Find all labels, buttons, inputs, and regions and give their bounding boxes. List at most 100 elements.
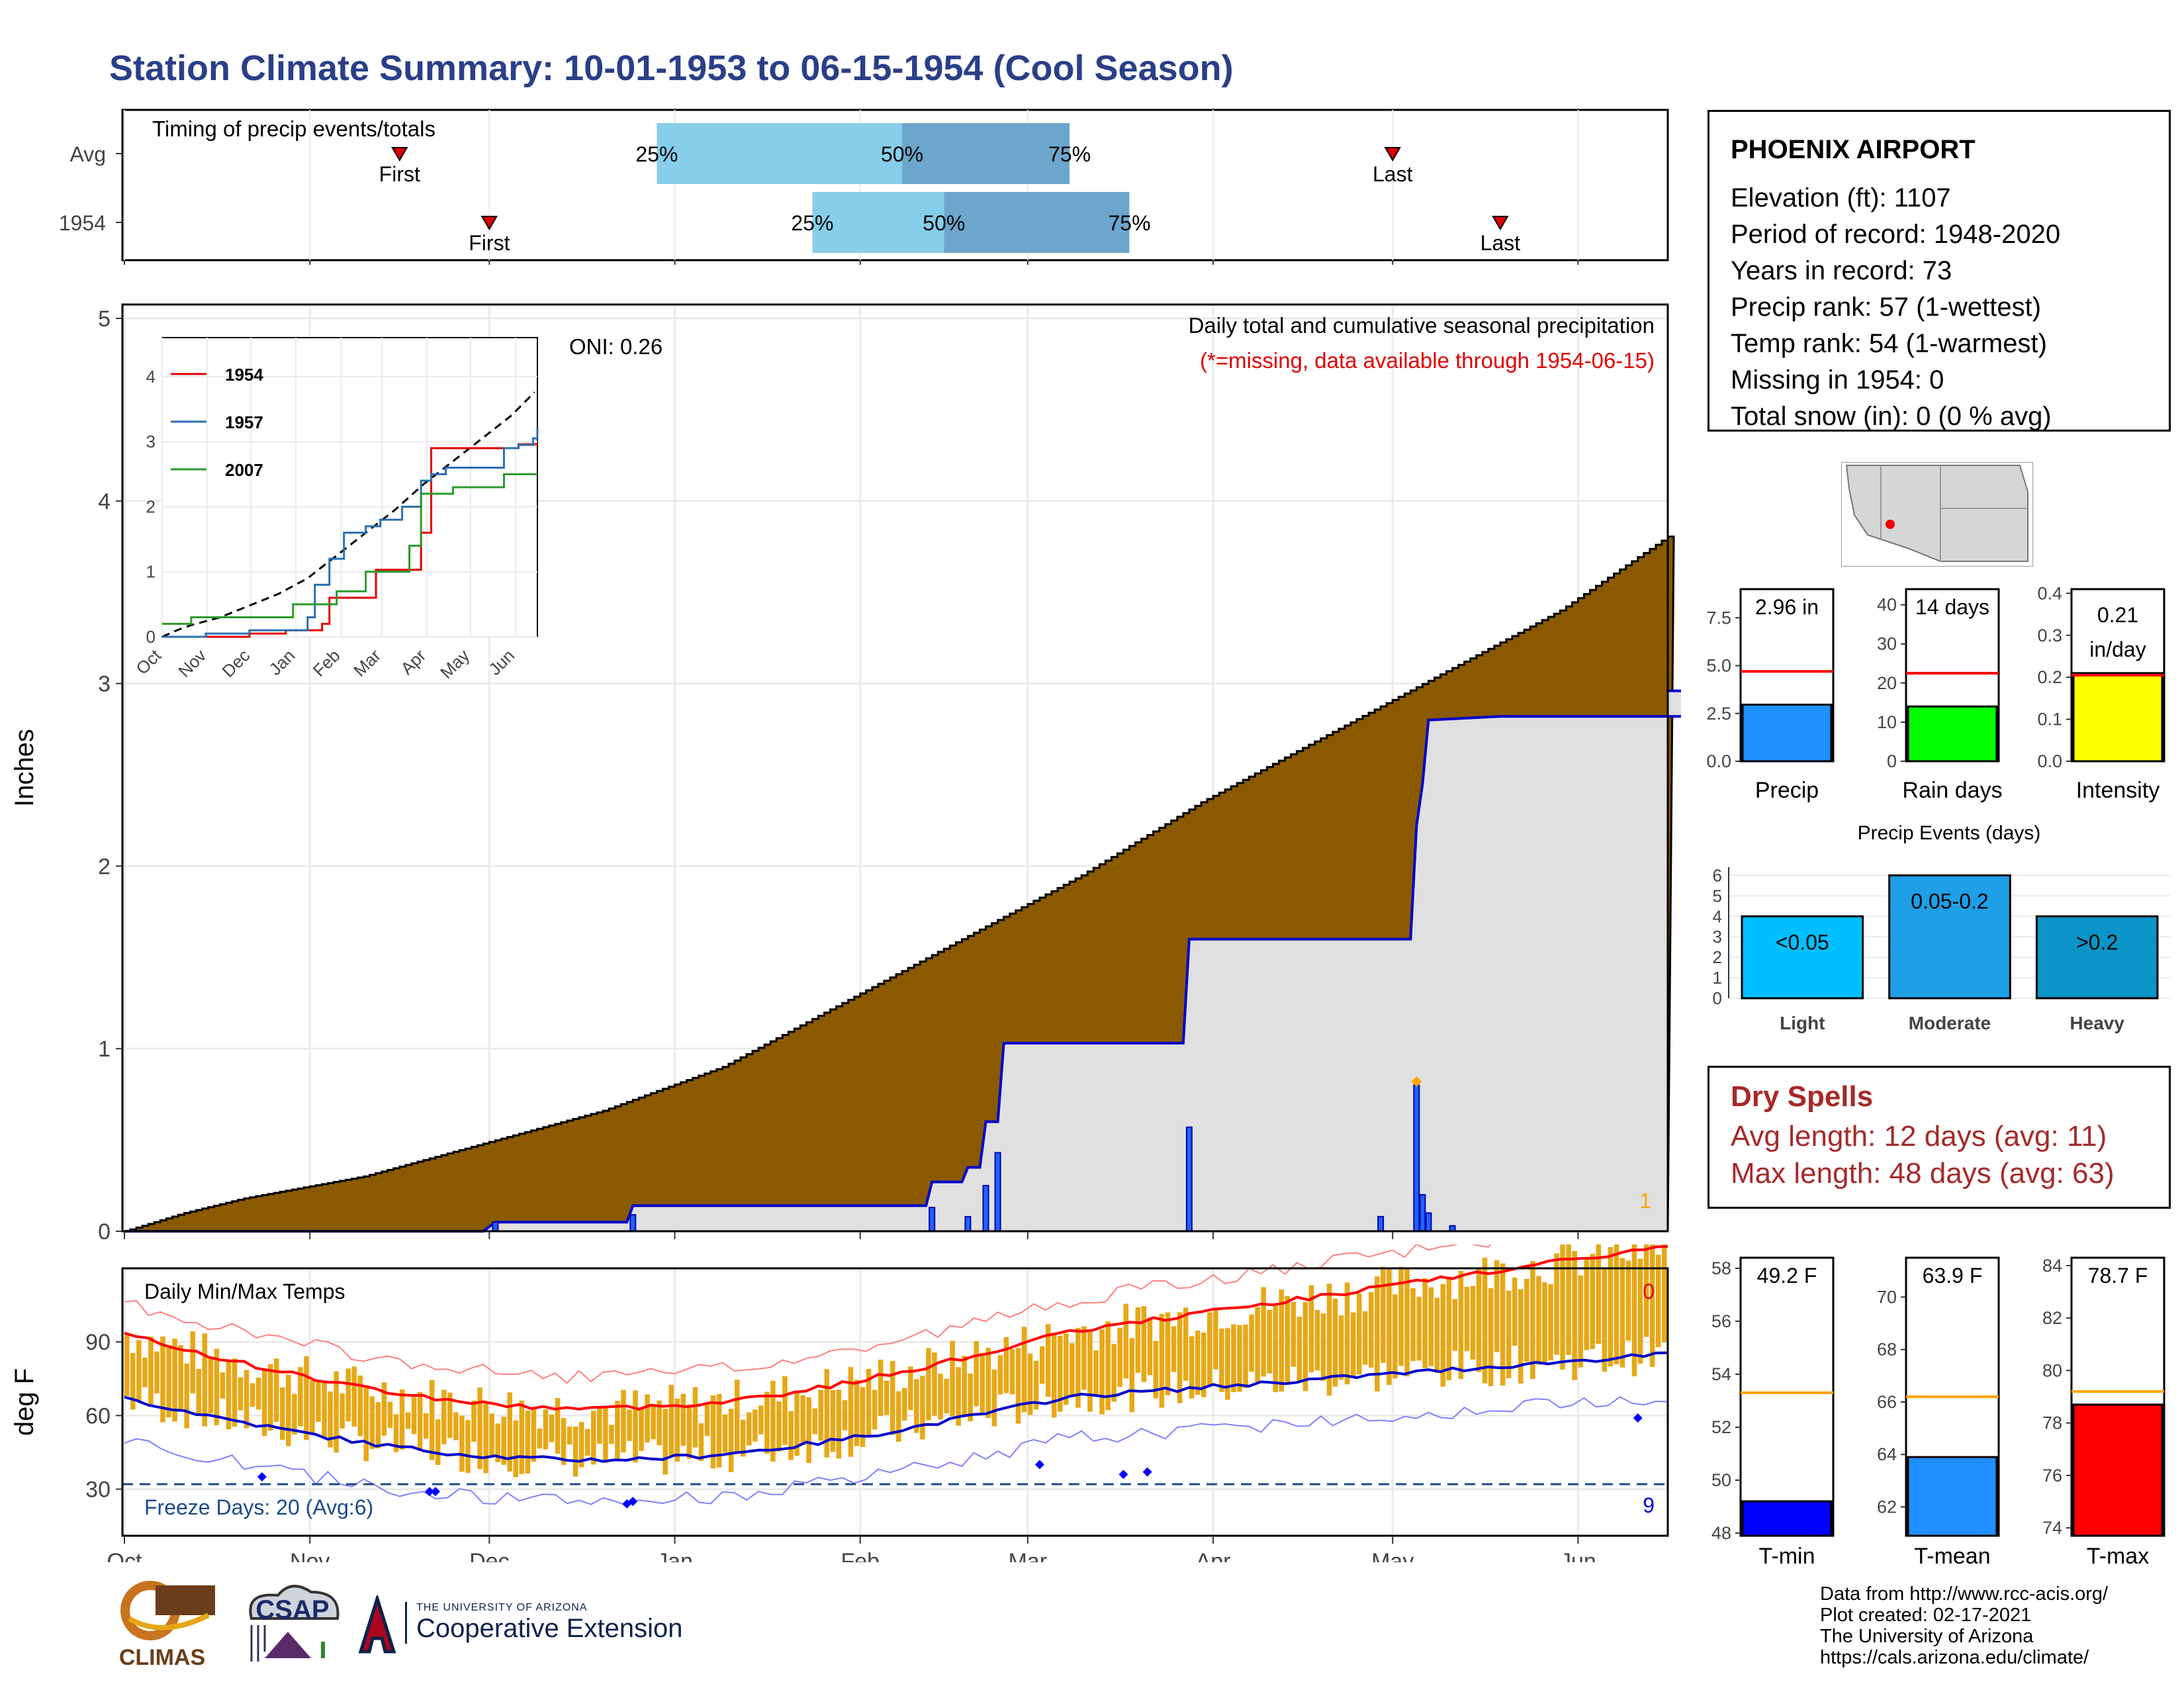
daily-temp-bar	[578, 1422, 584, 1468]
station-location-marker	[1886, 520, 1895, 529]
temp-stat-y-tick: 62	[1877, 1497, 1897, 1517]
temp-y-tick: 30	[85, 1477, 111, 1503]
inset-series-line	[162, 473, 537, 625]
stat-y-tick: 30	[1877, 634, 1897, 654]
credits: Data from http://www.rcc-acis.org/ Plot …	[1820, 1583, 2108, 1668]
daily-temp-bar	[800, 1395, 805, 1445]
daily-temp-bar	[962, 1356, 967, 1416]
daily-temp-bar	[926, 1348, 931, 1421]
stat-y-tick: 2.5	[1706, 704, 1731, 724]
daily-temp-bar	[848, 1367, 854, 1457]
daily-temp-bar	[1530, 1260, 1535, 1380]
daily-temp-bar	[1590, 1253, 1596, 1350]
events-y-tick: 2	[1713, 947, 1722, 967]
daily-temp-bar	[513, 1420, 519, 1477]
daily-temp-bar	[423, 1413, 429, 1439]
daily-temp-bar	[716, 1393, 722, 1468]
daily-precip-bar	[1185, 1126, 1193, 1232]
temp-stat-value: 78.7 F	[2088, 1264, 2148, 1288]
daily-temp-bar	[1643, 1244, 1649, 1337]
inset-legend-label: 1957	[225, 412, 263, 432]
plot-frame	[121, 303, 1669, 1233]
daily-temp-bar	[255, 1378, 261, 1410]
daily-temp-bar	[836, 1389, 842, 1459]
daily-temp-bar	[298, 1367, 303, 1427]
chart-note-missing: (*=missing, data available through 1954-…	[1200, 348, 1655, 373]
daily-temp-bar	[1422, 1278, 1428, 1368]
daily-temp-bar	[1201, 1333, 1206, 1397]
daily-temp-bar	[130, 1352, 136, 1410]
daily-temp-bar	[1614, 1244, 1619, 1364]
daily-temp-bar	[1344, 1282, 1350, 1385]
daily-temp-bar	[190, 1331, 195, 1393]
temp-stat-y-tick: 66	[1877, 1392, 1897, 1412]
daily-precip-bar	[629, 1214, 637, 1232]
daily-temp-bar	[1279, 1289, 1285, 1392]
daily-temp-bar	[1177, 1312, 1183, 1403]
event-bar-label: 0.05-0.2	[1911, 889, 1988, 913]
daily-temp-bar	[369, 1396, 375, 1449]
daily-precip-bar	[1413, 1084, 1420, 1232]
daily-temp-bar	[1584, 1258, 1589, 1350]
daily-temp-bar	[812, 1408, 817, 1434]
daily-temp-bar	[1488, 1288, 1494, 1387]
y-tick-label: 3	[98, 672, 111, 697]
daily-temp-bar	[1416, 1296, 1422, 1361]
temp-stat-y-tick: 84	[2042, 1256, 2062, 1276]
daily-temp-bar	[351, 1366, 357, 1427]
cumulative-1954-area	[124, 690, 1681, 1231]
events-title: Precip Events (days)	[1858, 822, 2041, 844]
timing-marker-label: Last	[1373, 162, 1413, 186]
daily-temp-bar	[142, 1357, 148, 1387]
daily-temp-bar	[154, 1351, 159, 1394]
daily-temp-bar	[1255, 1307, 1260, 1383]
daily-temp-bar	[1033, 1360, 1039, 1410]
inset-y-tick: 3	[146, 432, 156, 451]
daily-temp-bar	[1045, 1324, 1051, 1397]
event-bar-label: <0.05	[1776, 930, 1829, 954]
ua-logo	[358, 1595, 396, 1654]
daily-temp-bar	[1195, 1331, 1201, 1395]
daily-temp-bar	[232, 1358, 238, 1427]
daily-temp-bar	[1207, 1312, 1212, 1386]
daily-temp-bar	[818, 1389, 824, 1441]
daily-temp-bar	[920, 1376, 925, 1440]
daily-temp-bar	[1542, 1282, 1547, 1364]
temp-stats-panel: 49.2 F 48 50 52 54 56 58 63.9 F 62 64 66 68 70 78.7 F…	[1711, 1256, 2165, 1569]
temp-stat-bar	[2072, 1403, 2163, 1537]
daily-temp-bar	[273, 1358, 279, 1422]
temp-stat-y-tick: 80	[2042, 1360, 2062, 1380]
daily-temp-bar	[250, 1383, 255, 1407]
daily-temp-bar	[572, 1426, 578, 1477]
stat-y-tick: 5.0	[1706, 656, 1731, 676]
daily-temp-bar	[621, 1389, 626, 1453]
temp-stat-frame	[1739, 1256, 1835, 1537]
daily-temp-bar	[1428, 1287, 1433, 1366]
daily-temp-bar	[549, 1414, 555, 1442]
temp-stat-y-tick: 48	[1711, 1523, 1731, 1543]
daily-temp-bar	[567, 1427, 572, 1445]
stat-value-unit: in/day	[2089, 637, 2146, 661]
daily-temp-bar	[609, 1425, 614, 1444]
timing-marker-label: Last	[1480, 231, 1521, 255]
daily-temp-bar	[884, 1380, 889, 1415]
daily-temp-bar	[878, 1359, 884, 1416]
stat-bar	[1741, 703, 1833, 763]
daily-temp-bar	[501, 1417, 506, 1465]
stat-label: Intensity	[2076, 778, 2160, 803]
daily-temp-bar	[692, 1387, 698, 1448]
temp-y-tick: 60	[85, 1403, 111, 1429]
daily-temp-bar	[1596, 1244, 1602, 1344]
daily-temp-bar	[238, 1377, 244, 1411]
avg-max-line	[124, 1244, 1668, 1411]
credit-org: The University of Arizona	[1820, 1626, 2034, 1647]
daily-temp-bar	[597, 1406, 602, 1444]
daily-temp-bar	[674, 1398, 680, 1462]
event-bar	[1888, 874, 2011, 1000]
daily-temp-bar	[686, 1404, 692, 1459]
daily-temp-bar	[1308, 1285, 1314, 1373]
temp-stat-y-tick: 82	[2042, 1308, 2062, 1328]
daily-temp-bar	[1458, 1270, 1464, 1380]
daily-temp-bar	[633, 1390, 638, 1463]
temp-y-tick: 90	[85, 1330, 111, 1355]
